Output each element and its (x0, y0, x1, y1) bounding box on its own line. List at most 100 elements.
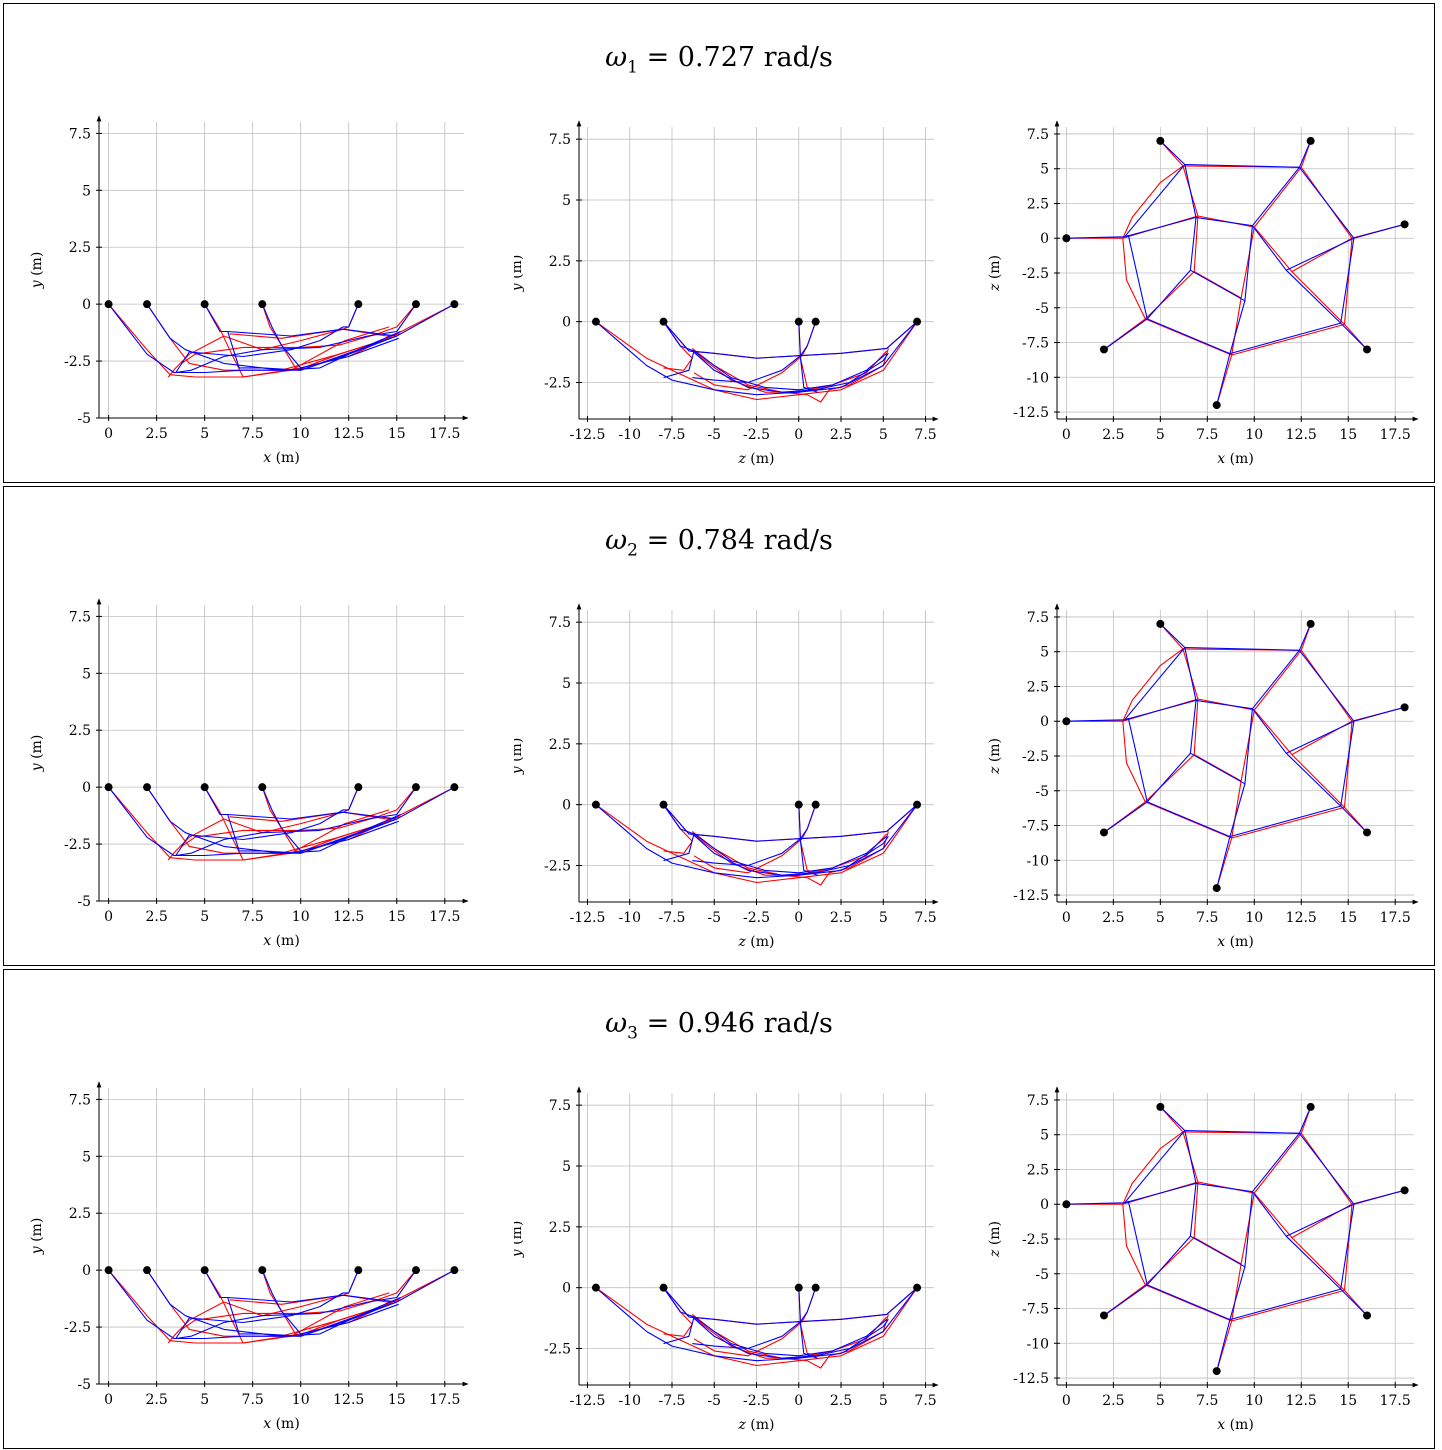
y-tick-label: -10 (1026, 853, 1049, 869)
x-tick-label: 15 (388, 426, 406, 442)
anchor-point (450, 300, 459, 309)
anchor-point (659, 317, 668, 326)
anchor-point (411, 300, 420, 309)
y-tick-label: -5 (1035, 301, 1049, 317)
red-cable-line (691, 1313, 889, 1369)
xy-plot: 0 2.5 5 7.5 10 12.5 15 17.5 -5 -2.5 0 2.5 5 7.5 x (m) y… (29, 1081, 469, 1432)
blue-cable-line (1229, 300, 1246, 354)
blue-cable-line (1340, 1288, 1368, 1316)
blue-cable-line (204, 303, 397, 337)
y-tick-label: 7.5 (1027, 1093, 1049, 1109)
x-tick-label: -2.5 (743, 910, 770, 926)
blue-cable-line (693, 350, 888, 391)
panel-title: ω3 = 0.946 rad/s (4, 1008, 1434, 1043)
blue-cable-line (175, 786, 417, 857)
y-tick-label: 5 (1040, 645, 1049, 661)
anchor-point (591, 317, 600, 326)
anchor-point (143, 1266, 152, 1275)
x-tick-label: 5 (879, 910, 888, 926)
anchor-point (659, 1283, 668, 1292)
x-tick-label: -2.5 (743, 1393, 770, 1409)
x-tick-label: 10 (292, 909, 310, 925)
y-tick-label: 2.5 (1027, 679, 1049, 695)
x-tick-label: 12.5 (333, 1392, 364, 1408)
x-tick-label: 15 (1339, 427, 1357, 443)
x-tick-label: -7.5 (658, 1393, 685, 1409)
mode-panel-1: ω1 = 0.727 rad/s 0 2.5 5 7.5 10 12.5 15 17.5 -5-… (3, 3, 1435, 483)
y-tick-label: -5 (77, 894, 91, 910)
anchor-point (200, 1266, 209, 1275)
omega-value: = 0.784 rad/s (646, 525, 833, 556)
omega-subscript: 1 (627, 57, 638, 78)
anchor-point (1306, 619, 1315, 628)
x-tick-label: -10 (618, 427, 641, 443)
anchor-point (1212, 884, 1221, 893)
x-tick-label: 12.5 (1286, 1393, 1317, 1409)
blue-cable-line (1285, 752, 1342, 807)
xy-plot: 0 2.5 5 7.5 10 12.5 15 17.5 -5 -2.5 0 2.5 5 7.5 x (m) y… (29, 115, 469, 466)
anchor-point (659, 800, 668, 809)
y-tick-label: -10 (1026, 370, 1049, 386)
x-tick-label: 0 (794, 1393, 803, 1409)
blue-cable-line (798, 804, 818, 876)
y-tick-label: 5 (82, 666, 91, 682)
blue-cable-line (1146, 752, 1191, 803)
blue-cable-line (1159, 1106, 1186, 1131)
anchor-point (794, 1283, 803, 1292)
omega-symbol: ω (605, 1008, 628, 1039)
x-tick-label: 15 (1339, 1393, 1357, 1409)
blue-cable-line (204, 1269, 397, 1303)
x-tick-label: 0 (1062, 910, 1071, 926)
x-tick-label: 0 (1062, 1393, 1071, 1409)
y-tick-label: 5 (562, 1159, 571, 1175)
red-cable-line (663, 1287, 693, 1337)
panel-title: ω2 = 0.784 rad/s (4, 525, 1434, 560)
blue-cable-line (1146, 1235, 1191, 1286)
anchor-point (811, 800, 820, 809)
x-tick-label: 12.5 (333, 426, 364, 442)
blue-cable-line (1298, 1106, 1312, 1134)
omega-symbol: ω (605, 42, 628, 73)
y-tick-label: -2.5 (544, 376, 571, 392)
red-cable-line (1122, 166, 1302, 239)
red-cable-line (1231, 780, 1242, 839)
red-cable-line (261, 787, 397, 854)
y-axis-label: y (m) (29, 735, 45, 773)
anchor-point (1400, 220, 1409, 229)
x-tick-label: 5 (200, 426, 209, 442)
blue-cable-line (1184, 164, 1355, 302)
anchor-point (143, 300, 152, 309)
anchor-point (794, 317, 803, 326)
red-cable-line (204, 1269, 390, 1344)
y-tick-label: 5 (1040, 1128, 1049, 1144)
y-tick-label: 0 (82, 297, 91, 313)
y-axis-label: y (m) (514, 738, 525, 776)
y-tick-label: 5 (82, 1149, 91, 1165)
x-tick-label: 10 (292, 426, 310, 442)
red-cable-line (1231, 297, 1242, 356)
omega-value: = 0.727 rad/s (646, 42, 833, 73)
xy-plot: 0 2.5 5 7.5 10 12.5 15 17.5 -5 -2.5 0 2.5 5 7.5 x (m) y… (29, 598, 469, 949)
red-cable-line (1182, 1131, 1353, 1265)
x-tick-label: 10 (1245, 1393, 1263, 1409)
y-tick-label: -5 (1035, 784, 1049, 800)
x-tick-label: 7.5 (242, 1392, 264, 1408)
y-tick-label: 5 (82, 183, 91, 199)
x-axis-label: x (m) (263, 450, 300, 466)
x-axis-label: x (m) (1217, 1417, 1254, 1433)
blue-cable-line (1124, 649, 1300, 721)
y-tick-label: -10 (1026, 1336, 1049, 1352)
y-tick-label: 7.5 (549, 1098, 571, 1114)
red-cable-line (1291, 271, 1345, 325)
x-tick-label: -12.5 (569, 1393, 605, 1409)
red-cable-line (691, 347, 889, 403)
x-tick-label: 7.5 (242, 426, 264, 442)
omega-subscript: 3 (627, 1023, 638, 1044)
y-tick-label: 0 (82, 1263, 91, 1279)
y-tick-label: -2.5 (1022, 266, 1049, 282)
red-cable-line (108, 303, 455, 378)
blue-cable-line (1124, 166, 1300, 238)
blue-cable-line (692, 321, 817, 384)
y-tick-label: 7.5 (69, 1092, 91, 1108)
red-cable-line (1231, 1263, 1242, 1322)
